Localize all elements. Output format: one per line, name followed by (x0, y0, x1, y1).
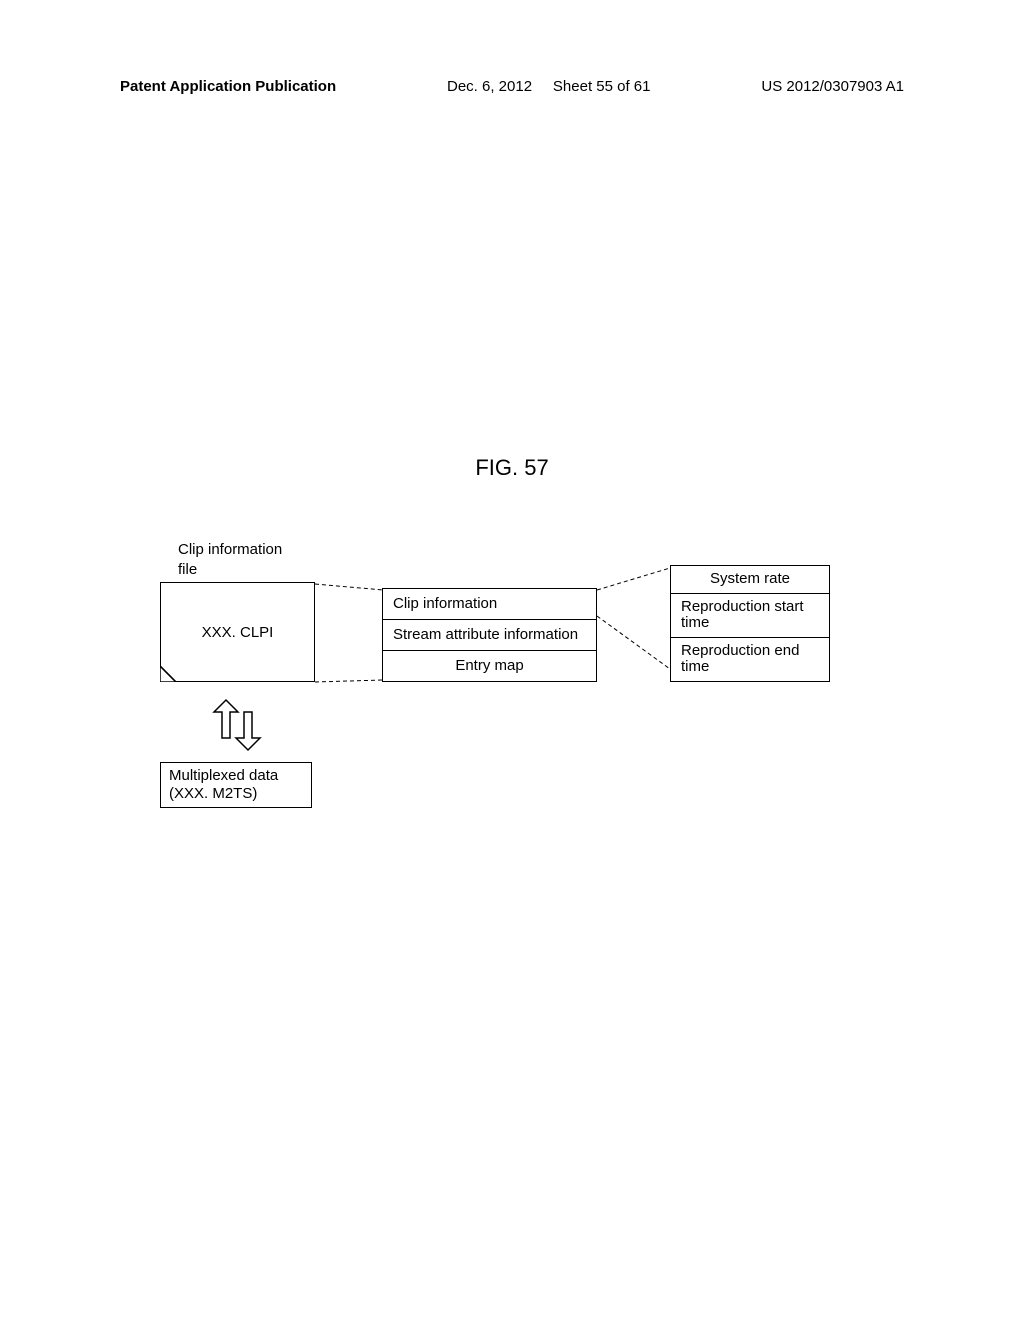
row-system-rate: System rate (671, 566, 829, 594)
multiplexed-data-box: Multiplexed data (XXX. M2TS) (160, 762, 312, 808)
header-pubno: US 2012/0307903 A1 (761, 78, 904, 95)
header-date-sheet: Dec. 6, 2012 Sheet 55 of 61 (447, 78, 651, 95)
bidirectional-arrow-icon (208, 698, 266, 753)
header-sheet: Sheet 55 of 61 (553, 78, 651, 95)
page-fold-icon (160, 666, 176, 682)
clip-file-box: XXX. CLPI (160, 582, 315, 682)
row-repro-start: Reproduction start time (671, 594, 829, 638)
row-repro-end: Reproduction end time (671, 638, 829, 681)
figure-title: FIG. 57 (475, 455, 548, 481)
row-clip-information: Clip information (383, 589, 596, 620)
page-header: Patent Application Publication Dec. 6, 2… (120, 78, 904, 95)
connector-middle-to-right (597, 566, 672, 676)
clip-info-contents: Clip information Stream attribute inform… (382, 588, 597, 682)
clip-info-file-label: Clip information file (178, 540, 282, 579)
header-date: Dec. 6, 2012 (447, 78, 532, 95)
clip-file-name: XXX. CLPI (202, 624, 274, 641)
row-entry-map: Entry map (383, 651, 596, 681)
diagram: Clip information file XXX. CLPI Clip inf… (160, 540, 860, 860)
connector-file-to-middle (315, 582, 385, 684)
row-stream-attribute: Stream attribute information (383, 620, 596, 651)
clip-information-detail: System rate Reproduction start time Repr… (670, 565, 830, 682)
header-publication: Patent Application Publication (120, 78, 336, 95)
